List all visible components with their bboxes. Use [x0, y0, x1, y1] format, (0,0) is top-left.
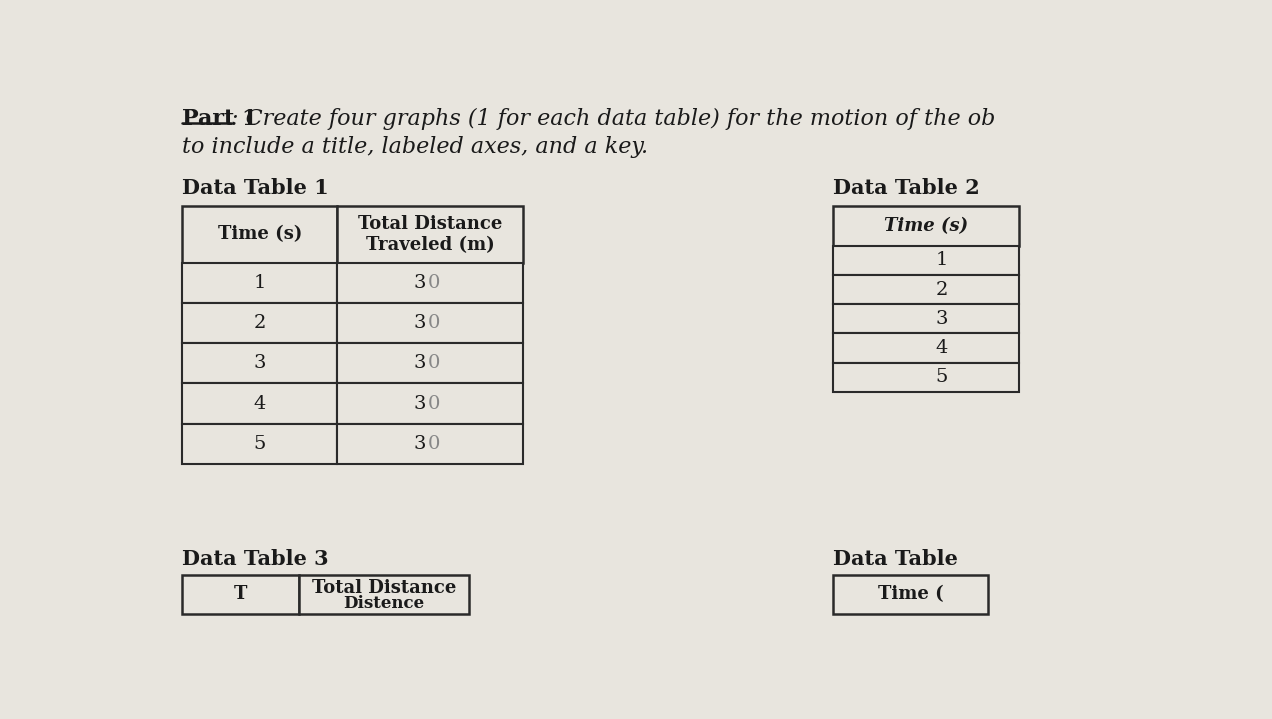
Text: Time (s): Time (s) — [218, 226, 301, 244]
Text: 1: 1 — [936, 252, 948, 270]
Text: 3: 3 — [413, 314, 426, 332]
Text: Total Distance: Total Distance — [312, 580, 455, 597]
Text: 3: 3 — [935, 310, 948, 328]
Text: Time (s): Time (s) — [884, 216, 968, 234]
Bar — [833, 275, 1019, 304]
Text: 2: 2 — [936, 280, 948, 298]
Bar — [299, 575, 469, 614]
Bar — [833, 334, 1019, 362]
Text: 0: 0 — [427, 395, 440, 413]
Bar — [337, 263, 523, 303]
Text: Part 1: Part 1 — [182, 108, 258, 130]
Bar — [182, 206, 337, 263]
Bar — [182, 383, 337, 423]
Bar — [833, 246, 1019, 275]
Text: 0: 0 — [427, 354, 440, 372]
Bar — [337, 344, 523, 383]
Text: Data Table 1: Data Table 1 — [182, 178, 329, 198]
Text: 0: 0 — [427, 434, 440, 452]
Bar — [337, 303, 523, 344]
Text: Distence: Distence — [343, 595, 425, 612]
Bar — [182, 344, 337, 383]
Text: 3: 3 — [413, 354, 426, 372]
Bar — [182, 303, 337, 344]
Text: 4: 4 — [936, 339, 948, 357]
Text: 1: 1 — [253, 275, 266, 293]
Text: 3: 3 — [413, 275, 426, 293]
Text: 3: 3 — [253, 354, 266, 372]
Bar — [833, 304, 1019, 334]
Text: Time (: Time ( — [878, 585, 944, 603]
Text: Data Table: Data Table — [833, 549, 958, 569]
Bar — [182, 263, 337, 303]
Bar — [337, 383, 523, 423]
Text: 3: 3 — [413, 434, 426, 452]
Text: 3: 3 — [413, 395, 426, 413]
Text: 2: 2 — [253, 314, 266, 332]
Text: Data Table 3: Data Table 3 — [182, 549, 329, 569]
Text: : Create four graphs (1 for each data table) for the motion of the ob: : Create four graphs (1 for each data ta… — [232, 108, 996, 130]
Text: 5: 5 — [936, 368, 948, 386]
Text: 5: 5 — [253, 434, 266, 452]
Bar — [833, 206, 1019, 246]
Text: 4: 4 — [253, 395, 266, 413]
Bar — [833, 362, 1019, 392]
Text: Data Table 2: Data Table 2 — [833, 178, 979, 198]
Bar — [337, 423, 523, 464]
Bar — [182, 423, 337, 464]
Text: 0: 0 — [427, 314, 440, 332]
Text: 0: 0 — [427, 275, 440, 293]
Bar — [833, 575, 988, 614]
Text: to include a title, labeled axes, and a key.: to include a title, labeled axes, and a … — [182, 137, 649, 158]
Bar — [182, 575, 299, 614]
Text: T: T — [234, 585, 247, 603]
Bar — [337, 206, 523, 263]
Text: Total Distance
Traveled (m): Total Distance Traveled (m) — [357, 215, 502, 254]
